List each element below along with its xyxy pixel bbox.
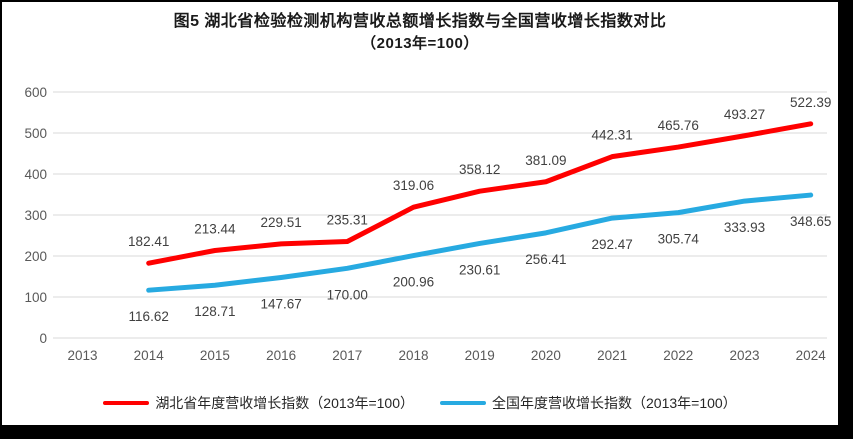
series-line-0 [146,121,814,266]
data-label: 116.62 [129,309,169,324]
series-line-1 [146,192,814,293]
data-label: 465.76 [658,118,699,133]
data-label: 200.96 [393,275,434,290]
data-label: 147.67 [260,296,301,311]
line-chart: 0 100 200 300 400 500 600 2013 2014 2015 2016 2017 2… [24,85,831,363]
chart-title-line1: 图5 湖北省检验检测机构营收总额增长指数与全国营收增长指数对比 [173,13,667,30]
y-axis-tick-label: 200 [24,249,47,264]
legend-swatch-hubei [103,401,150,405]
data-label: 348.65 [790,214,831,229]
x-axis-tick-label: 2020 [531,348,561,363]
y-axis-tick-label: 300 [24,208,47,223]
data-label: 358.12 [459,162,500,177]
x-axis-tick-label: 2018 [398,348,428,363]
data-label: 381.09 [525,153,566,168]
legend-item-hubei: 湖北省年度营收增长指数（2013年=100） [103,393,414,413]
x-axis-tick-label: 2019 [465,348,495,363]
legend-item-national: 全国年度营收增长指数（2013年=100） [440,393,737,413]
legend-swatch-national [440,401,486,405]
data-label: 292.47 [591,237,632,252]
y-axis-tick-label: 100 [24,290,47,305]
y-axis-tick-label: 600 [24,85,47,100]
y-axis-tick-label: 0 [39,331,47,346]
data-label: 522.39 [790,95,831,110]
legend-label-national: 全国年度营收增长指数（2013年=100） [492,395,737,411]
chart-title-line2: （2013年=100） [361,35,479,53]
data-label: 230.61 [459,262,500,277]
data-label: 128.71 [194,304,235,319]
data-label: 333.93 [724,220,765,235]
chart-title: 图5 湖北省检验检测机构营收总额增长指数与全国营收增长指数对比 （2013年=1… [2,10,838,55]
legend-label-hubei: 湖北省年度营收增长指数（2013年=100） [155,395,414,411]
data-label: 305.74 [658,232,700,247]
y-axis-tick-label: 400 [24,167,47,182]
data-label: 182.41 [128,234,169,249]
data-label: 442.31 [591,128,632,143]
data-label: 493.27 [724,107,765,122]
x-axis-tick-label: 2021 [597,348,627,363]
chart-frame: 图5 湖北省检验检测机构营收总额增长指数与全国营收增长指数对比 （2013年=1… [2,2,838,425]
x-axis-tick-label: 2017 [332,348,362,363]
x-axis-tick-label: 2014 [134,348,165,363]
x-axis-tick-label: 2013 [67,348,97,363]
data-label: 319.06 [393,178,434,193]
y-axis-tick-label: 500 [24,126,47,141]
data-label: 213.44 [194,221,236,236]
x-axis-tick-label: 2016 [266,348,296,363]
data-label: 229.51 [260,215,301,230]
x-axis-tick-label: 2024 [796,348,827,363]
data-label: 235.31 [327,213,368,228]
data-label: 256.41 [525,252,566,267]
x-axis-tick-label: 2015 [200,348,230,363]
x-axis-tick-label: 2023 [729,348,759,363]
x-axis-tick-label: 2022 [663,348,693,363]
chart-legend: 湖北省年度营收增长指数（2013年=100） 全国年度营收增长指数（2013年=… [2,393,838,413]
data-label: 170.00 [327,287,368,302]
